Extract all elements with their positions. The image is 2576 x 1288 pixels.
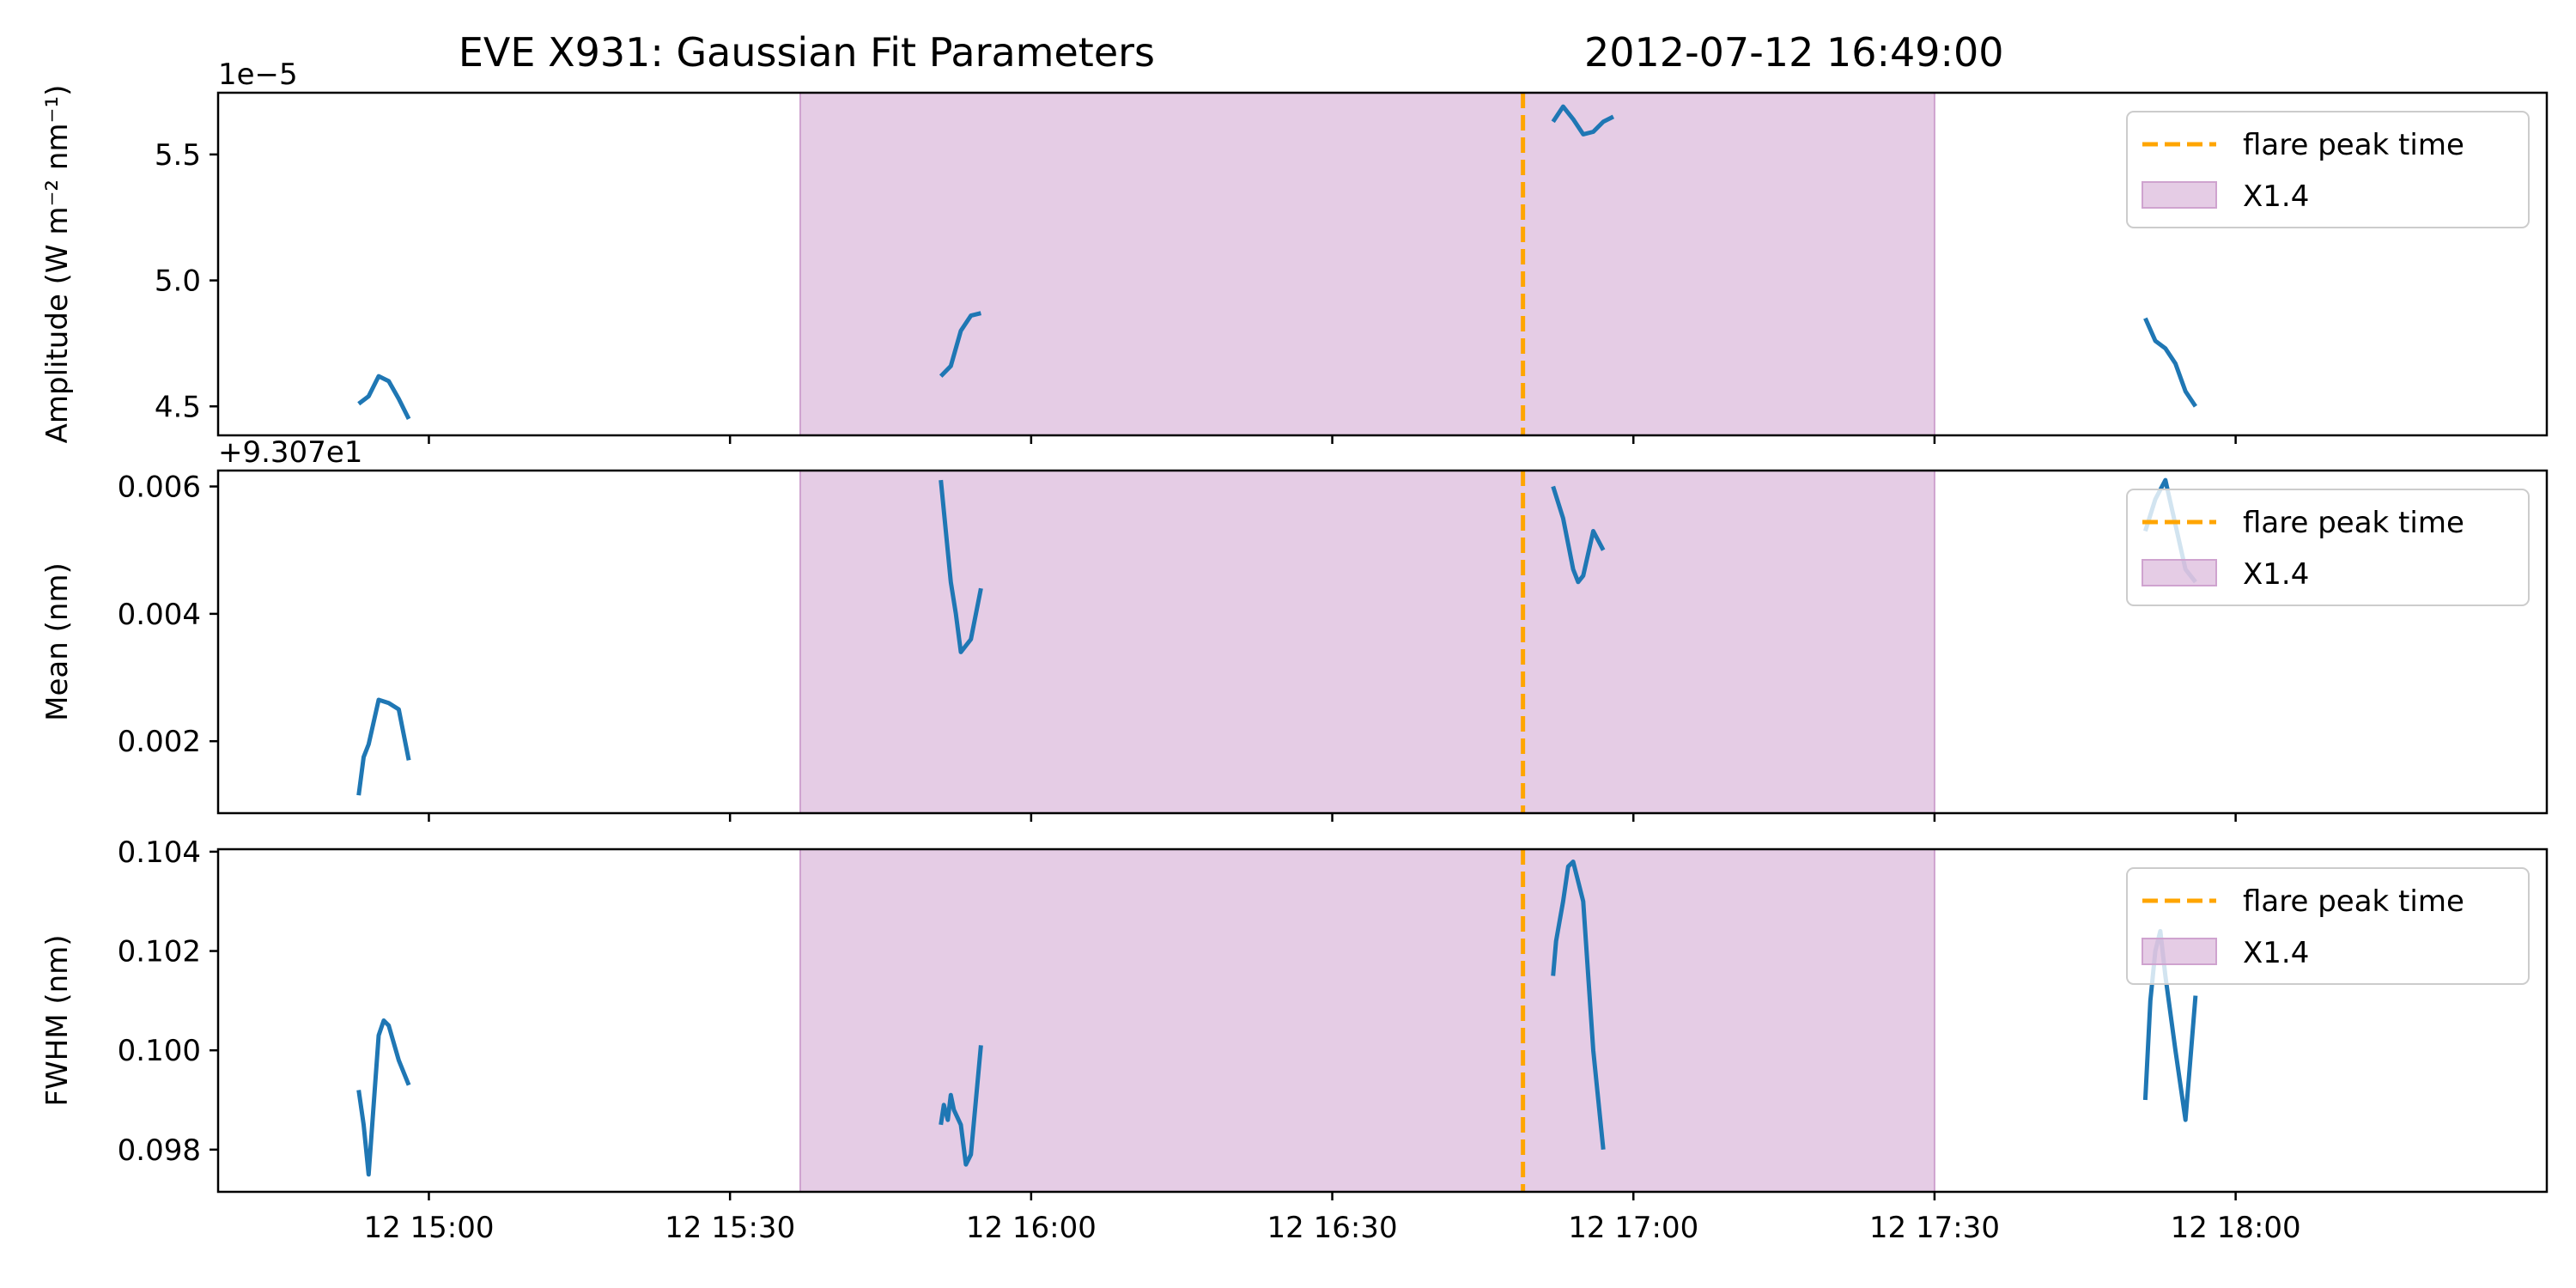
panel-1: 4.5 5.0 5.5 1e−5 Amplitude (W m⁻² nm⁻¹) flare…	[40, 58, 2549, 444]
y-tick-label: 0.002	[118, 725, 201, 759]
legend-swatch-span	[2142, 938, 2217, 965]
figure-title: EVE X931: Gaussian Fit Parameters	[459, 29, 1155, 76]
data-series-segment-3	[1551, 485, 1606, 585]
data-series-segment-1	[356, 1018, 411, 1177]
y-tick-label: 5.0	[155, 264, 201, 299]
y-offset-label: +9.307e1	[218, 435, 362, 470]
y-tick-label: 0.104	[118, 835, 201, 870]
legend: flare peak time X1.4	[2126, 867, 2530, 985]
legend-label-peak: flare peak time	[2243, 506, 2464, 540]
legend-label-peak: flare peak time	[2243, 128, 2464, 162]
legend-box	[2126, 489, 2530, 606]
x-tick-label: 12 17:30	[1869, 1211, 2000, 1245]
flare-span	[799, 848, 1935, 1193]
figure-timestamp: 2012-07-12 16:49:00	[1584, 29, 2004, 76]
legend-label-span: X1.4	[2243, 936, 2309, 970]
flare-span	[799, 92, 1935, 436]
panels: 4.5 5.0 5.5 1e−5 Amplitude (W m⁻² nm⁻¹) flare…	[40, 58, 2549, 1245]
data-series-segment-2	[939, 479, 983, 654]
y-tick-label: 0.098	[118, 1133, 201, 1168]
x-tick-label: 12 16:00	[966, 1211, 1097, 1245]
x-tick-label: 12 16:30	[1267, 1211, 1398, 1245]
y-axis-label: Mean (nm)	[40, 562, 75, 721]
data-series-segment-4	[2143, 317, 2197, 408]
legend-box	[2126, 111, 2530, 228]
y-tick-label: 0.004	[118, 598, 201, 632]
legend: flare peak time X1.4	[2126, 111, 2530, 228]
data-series-segment-1	[356, 697, 411, 796]
data-series-segment-2	[939, 1045, 983, 1167]
y-axis-label: Amplitude (W m⁻² nm⁻¹)	[40, 85, 75, 444]
axes-frame	[216, 91, 2549, 437]
data-series-segment-1	[357, 374, 411, 421]
y-tick-label: 0.102	[118, 935, 201, 969]
x-tick-label: 12 15:30	[665, 1211, 795, 1245]
panel-2: 0.002 0.004 0.006 +9.307e1 Mean (nm) flare pe…	[40, 435, 2549, 822]
x-tick-label: 12 17:00	[1568, 1211, 1698, 1245]
data-series-segment-2	[939, 311, 982, 378]
flare-span	[799, 470, 1935, 814]
legend-box	[2126, 867, 2530, 985]
y-tick-label: 0.006	[118, 471, 201, 505]
axes-frame	[216, 469, 2549, 815]
y-tick-label: 4.5	[155, 390, 201, 424]
y-axis-label: FWHM (nm)	[40, 934, 75, 1106]
legend-label-span: X1.4	[2243, 557, 2309, 592]
legend: flare peak time X1.4	[2126, 489, 2530, 606]
legend-label-span: X1.4	[2243, 179, 2309, 214]
panel-3: 0.098 0.100 0.102 0.104 12 15:00 12 15:30 12 1…	[40, 835, 2549, 1245]
legend-label-peak: flare peak time	[2243, 884, 2464, 919]
x-tick-label: 12 18:00	[2171, 1211, 2301, 1245]
y-tick-label: 5.5	[155, 138, 201, 173]
legend-swatch-span	[2142, 181, 2217, 209]
axes-frame	[216, 848, 2549, 1194]
legend-swatch-span	[2142, 559, 2217, 586]
y-tick-label: 0.100	[118, 1034, 201, 1068]
data-series-segment-3	[1551, 860, 1606, 1151]
data-series-segment-3	[1551, 104, 1615, 137]
y-offset-label: 1e−5	[218, 58, 298, 92]
x-tick-label: 12 15:00	[363, 1211, 494, 1245]
